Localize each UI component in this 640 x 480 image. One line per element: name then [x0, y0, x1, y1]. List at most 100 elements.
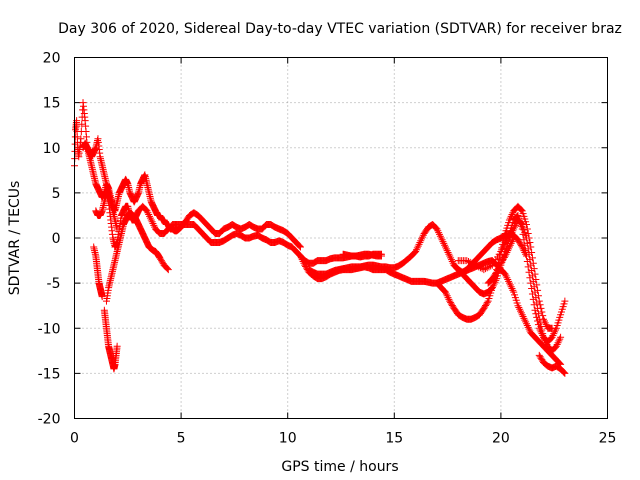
data-point	[538, 330, 546, 338]
data-point	[514, 302, 522, 310]
data-point	[141, 205, 149, 213]
data-point	[537, 328, 545, 336]
data-point	[507, 283, 515, 291]
data-point	[526, 274, 534, 282]
x-tick-label: 5	[177, 431, 186, 447]
data-point	[495, 263, 503, 271]
data-point	[489, 282, 497, 290]
data-point	[299, 257, 307, 265]
data-point	[525, 268, 533, 276]
data-point	[505, 245, 513, 253]
data-point	[517, 307, 525, 315]
data-point	[505, 243, 513, 251]
data-point	[521, 316, 529, 324]
data-point	[504, 247, 512, 255]
data-point	[534, 317, 542, 325]
data-point	[446, 297, 454, 305]
data-point	[447, 300, 455, 308]
data-point	[416, 239, 424, 247]
data-point	[561, 369, 569, 377]
data-point	[448, 302, 456, 310]
data-point	[98, 293, 106, 301]
data-point	[439, 238, 447, 246]
data-point	[418, 235, 426, 243]
data-point	[482, 300, 490, 308]
data-point	[412, 248, 420, 256]
data-point	[497, 259, 505, 267]
series-arc-n	[339, 250, 386, 260]
data-point	[148, 218, 156, 226]
data-point	[536, 301, 544, 309]
data-point	[513, 212, 521, 220]
data-point	[480, 304, 488, 312]
data-point	[149, 220, 157, 228]
data-point	[481, 303, 489, 311]
data-point	[503, 235, 511, 243]
data-point	[150, 221, 158, 229]
data-point	[436, 232, 444, 240]
x-tick-label: 0	[70, 431, 79, 447]
data-point	[146, 214, 154, 222]
data-point	[297, 254, 305, 262]
data-point	[156, 254, 164, 262]
data-point	[435, 230, 443, 238]
data-point	[466, 258, 474, 266]
data-point	[493, 266, 501, 274]
data-point	[503, 274, 511, 282]
x-tick-labels: 0 5 10 15 20 25	[70, 431, 616, 447]
data-point	[492, 270, 500, 278]
y-tick-label: 5	[52, 186, 61, 202]
y-tick-labels: -20 -15 -10 -5 0 5 10 15 20	[38, 51, 61, 428]
data-point	[503, 248, 511, 256]
data-point	[540, 317, 548, 325]
data-point	[536, 326, 544, 334]
data-point	[522, 247, 530, 255]
data-point	[524, 323, 532, 331]
data-point	[501, 270, 509, 278]
data-point	[551, 344, 559, 352]
data-point	[497, 248, 505, 256]
data-point	[548, 333, 556, 341]
data-point	[522, 318, 530, 326]
data-point	[475, 263, 483, 271]
data-point	[157, 255, 165, 263]
data-point	[508, 238, 516, 246]
data-point	[433, 225, 441, 233]
data-point	[525, 325, 533, 333]
data-point	[502, 250, 510, 258]
data-point	[521, 248, 529, 256]
data-point	[300, 259, 308, 267]
data-point	[516, 305, 524, 313]
data-point	[146, 212, 154, 220]
data-point	[494, 265, 502, 273]
data-point	[532, 310, 540, 318]
data-point	[521, 241, 529, 249]
data-point	[517, 206, 525, 214]
data-point	[442, 290, 450, 298]
data-point	[419, 231, 427, 239]
data-point	[446, 252, 454, 260]
data-point	[535, 351, 543, 359]
x-tick-label: 25	[599, 431, 617, 447]
data-point	[443, 247, 451, 255]
data-point	[296, 242, 304, 250]
data-point	[163, 264, 171, 272]
data-point	[296, 243, 304, 251]
data-point	[298, 256, 306, 264]
y-tick-label: -15	[38, 366, 61, 382]
data-point	[499, 255, 507, 263]
data-point	[508, 285, 516, 293]
data-point	[414, 242, 422, 250]
series-arc-b	[79, 135, 304, 251]
series-arc-h	[305, 220, 530, 278]
data-point	[516, 239, 524, 247]
y-tick-label: 10	[43, 141, 61, 157]
data-point	[464, 257, 472, 265]
data-point	[487, 285, 495, 293]
data-point	[501, 252, 509, 260]
data-point	[434, 227, 442, 235]
y-tick-label: -20	[38, 412, 61, 428]
y-tick-label: 15	[43, 96, 61, 112]
data-point	[518, 225, 526, 233]
